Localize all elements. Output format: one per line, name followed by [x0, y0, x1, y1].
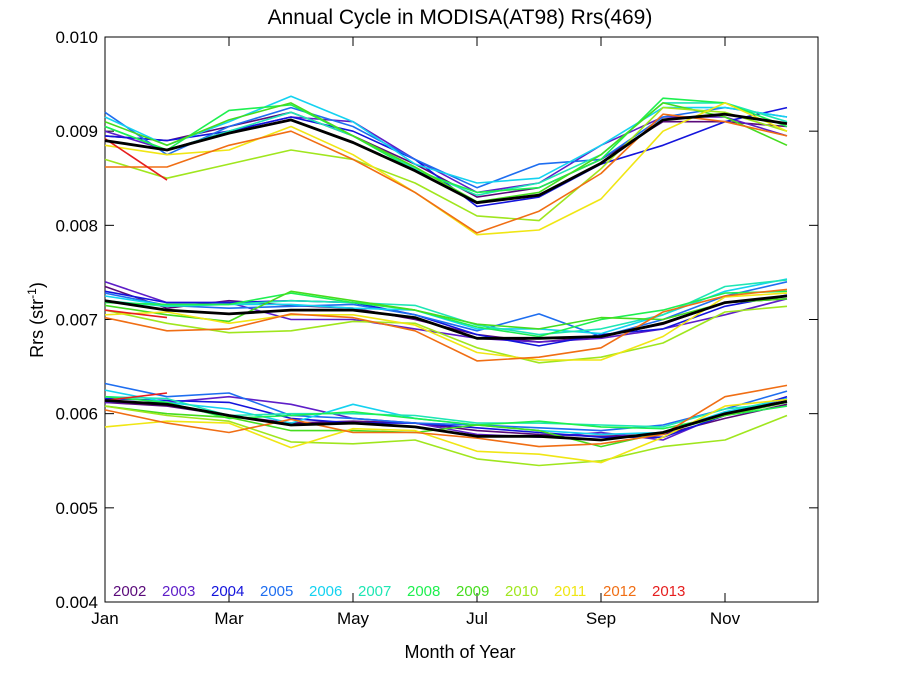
- x-tick-label: May: [337, 609, 370, 628]
- series-line-2003-group-3: [105, 395, 788, 441]
- y-tick-label: 0.010: [55, 28, 98, 47]
- y-axis-label-main: Rrs (str: [27, 299, 47, 358]
- series-line-2008-group-2: [104, 290, 788, 338]
- legend-entry-2009: 2009: [456, 583, 489, 600]
- series-line-2005-group-2: [104, 281, 788, 338]
- series-line-2004-group-3: [104, 395, 788, 439]
- series-layer: [104, 95, 788, 467]
- x-tick-label: Jan: [91, 609, 118, 628]
- y-tick-label: 0.007: [55, 311, 98, 330]
- legend-entry-2013: 2013: [652, 583, 685, 600]
- series-line-2010-group-1: [104, 106, 788, 222]
- legend-entry-2007: 2007: [358, 583, 391, 600]
- legend: 2002 2003 2004 2005 2006 2007 2008 2009 2010 2011…: [113, 583, 685, 600]
- y-tick-label: 0.009: [55, 122, 98, 141]
- y-tick-label: 0.008: [55, 216, 98, 235]
- series-line-2005-group-3: [104, 382, 788, 432]
- legend-entry-2010: 2010: [505, 583, 538, 600]
- legend-entry-2004: 2004: [211, 583, 244, 600]
- legend-entry-2006: 2006: [309, 583, 342, 600]
- y-tick-label: 0.005: [55, 499, 98, 518]
- y-tick-label: 0.006: [55, 405, 98, 424]
- series-line-2013-group-1: [104, 138, 168, 181]
- series-line-2008-group-1: [104, 97, 788, 194]
- mean-line-group-2: [104, 294, 788, 340]
- series-line-2011-group-2: [104, 292, 788, 361]
- series-line-2008-group-3: [104, 395, 788, 430]
- series-line-2013-group-2: [104, 309, 168, 319]
- mean-line-group-3: [104, 399, 788, 442]
- series-line-2010-group-3: [104, 405, 788, 467]
- y-axis-label: Rrs (str-1): [25, 282, 47, 358]
- mean-layer: [104, 112, 788, 442]
- y-tick-label: 0.004: [55, 593, 98, 612]
- legend-entry-2008: 2008: [407, 583, 440, 600]
- chart-title: Annual Cycle in MODISA(AT98) Rrs(469): [268, 6, 653, 29]
- legend-entry-2011: 2011: [554, 583, 586, 600]
- legend-entry-2002: 2002: [113, 583, 146, 600]
- series-line-2009-group-2: [104, 290, 788, 330]
- y-axis: 0.004 0.005 0.006 0.007 0.008 0.009 0.010: [55, 28, 818, 612]
- mean-line-group-1: [104, 112, 788, 205]
- x-axis: Jan Mar May Jul Sep Nov: [91, 37, 741, 628]
- series-line-2004-group-2: [104, 290, 788, 347]
- series-line-2011-group-3: [104, 398, 788, 464]
- series-line-2012-group-2: [104, 288, 788, 362]
- y-axis-label-end: ): [27, 282, 47, 288]
- x-tick-label: Jul: [466, 609, 488, 628]
- x-tick-label: Mar: [214, 609, 244, 628]
- x-tick-label: Sep: [586, 609, 616, 628]
- legend-entry-2005: 2005: [260, 583, 293, 600]
- x-tick-label: Nov: [710, 609, 741, 628]
- legend-entry-2012: 2012: [603, 583, 636, 600]
- series-line-2010-group-2: [104, 305, 788, 364]
- series-line-2013-group-3: [104, 392, 168, 402]
- series-line-2004-group-1: [104, 106, 788, 208]
- series-line-2002-group-1: [104, 111, 788, 198]
- x-axis-label: Month of Year: [404, 642, 515, 662]
- y-axis-label-superscript: -1: [25, 288, 39, 299]
- series-line-2009-group-1: [104, 102, 788, 203]
- legend-entry-2003: 2003: [162, 583, 195, 600]
- series-line-2012-group-1: [105, 113, 788, 234]
